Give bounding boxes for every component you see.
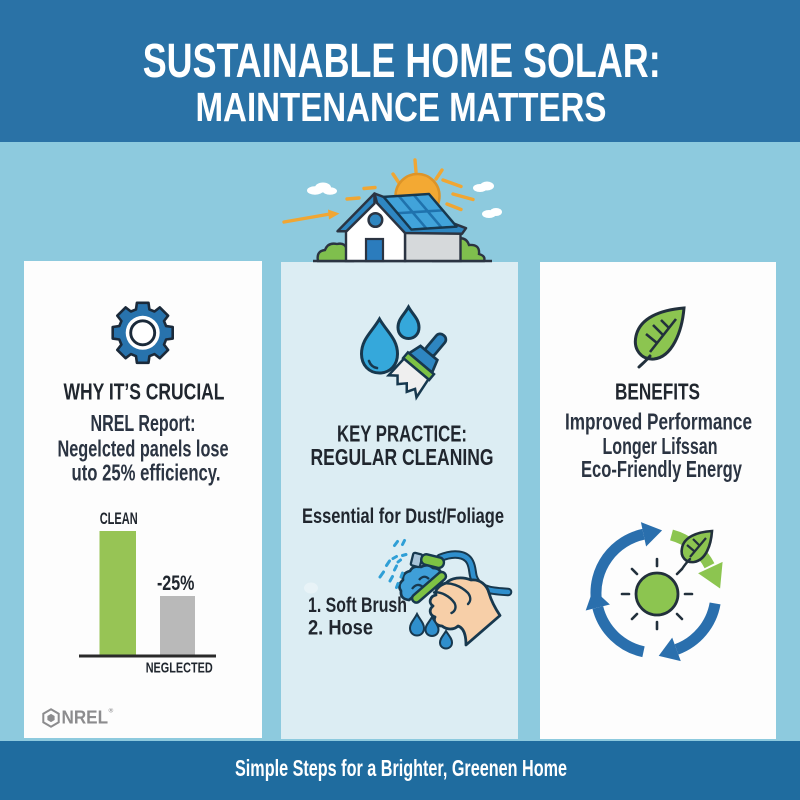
svg-text:Improved Performance: Improved Performance: [565, 409, 752, 435]
svg-text:Eco-Friendly Energy: Eco-Friendly Energy: [581, 456, 742, 482]
svg-text:Longer Lifssan: Longer Lifssan: [603, 433, 718, 459]
svg-text:uto 25% efficiency.: uto 25% efficiency.: [72, 460, 221, 486]
svg-text:WHY IT’S CRUCIAL: WHY IT’S CRUCIAL: [64, 379, 225, 405]
svg-text:NREL: NREL: [62, 708, 109, 728]
svg-text:2. Hose: 2. Hose: [308, 617, 373, 640]
svg-text:®: ®: [109, 707, 114, 715]
svg-text:KEY PRACTICE:: KEY PRACTICE:: [337, 421, 467, 447]
svg-text:Negelcted panels lose: Negelcted panels lose: [58, 436, 229, 462]
svg-text:NREL Report:: NREL Report:: [91, 410, 196, 436]
svg-text:-25%: -25%: [157, 571, 195, 595]
svg-text:REGULAR CLEANING: REGULAR CLEANING: [311, 444, 494, 470]
svg-text:1. Soft Brush: 1. Soft Brush: [308, 594, 407, 617]
svg-text:Essential for Dust/Foliage: Essential for Dust/Foliage: [302, 505, 504, 528]
svg-text:SUSTAINABLE HOME SOLAR:: SUSTAINABLE HOME SOLAR:: [143, 35, 661, 88]
svg-text:CLEAN: CLEAN: [100, 509, 138, 528]
svg-text:MAINTENANCE MATTERS: MAINTENANCE MATTERS: [196, 84, 607, 130]
svg-text:NEGLECTED: NEGLECTED: [146, 660, 213, 677]
svg-text:BENEFITS: BENEFITS: [615, 379, 700, 405]
svg-text:Simple Steps for a Brighter, G: Simple Steps for a Brighter, Greenen Hom…: [235, 755, 567, 781]
